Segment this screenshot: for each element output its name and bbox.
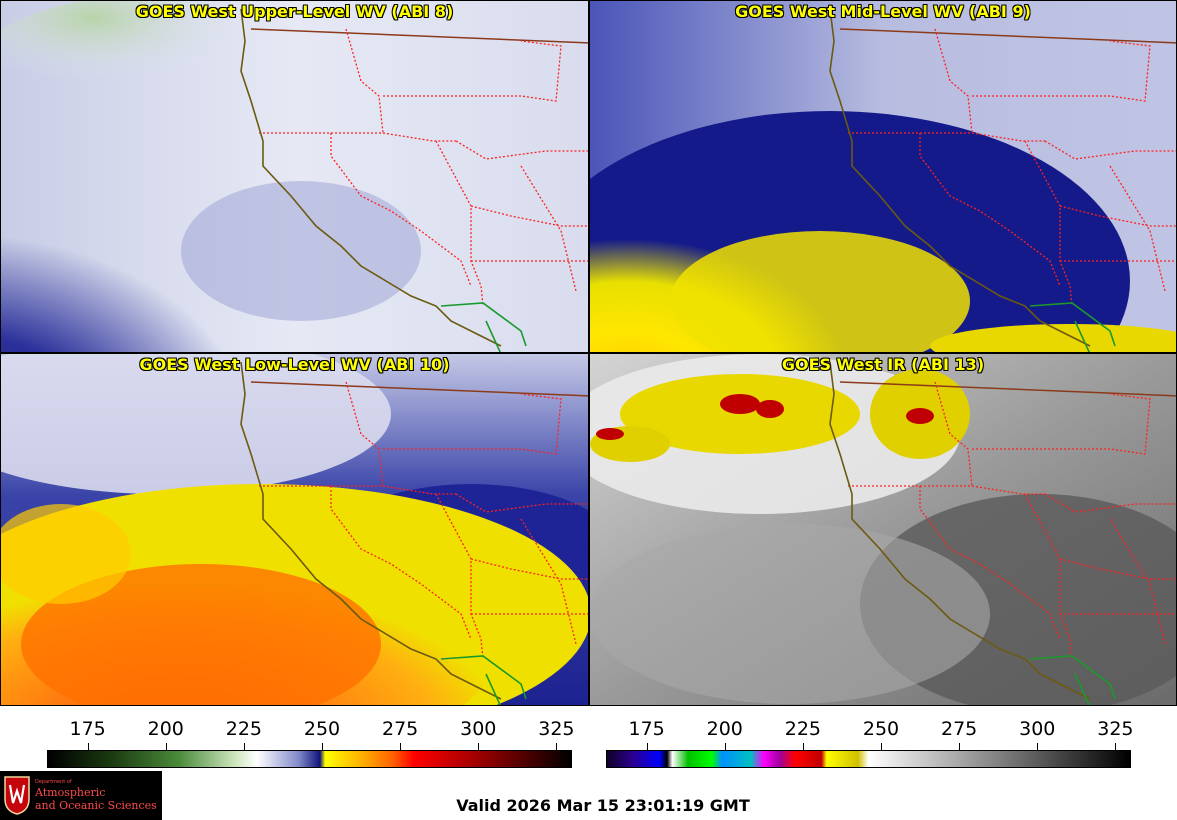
tick-label: 200 (706, 718, 743, 740)
tick-mark (165, 743, 167, 750)
intl-border-line (839, 28, 1176, 44)
coastline (829, 361, 1091, 700)
mid-level-wv-panel: GOES West Mid-Level WV (ABI 9) (589, 0, 1177, 353)
mexico-coastline (440, 302, 527, 352)
tick-label: 300 (1019, 718, 1056, 740)
tick-mark (400, 743, 402, 750)
tick-mark (802, 743, 804, 750)
panel-title: GOES West Low-Level WV (ABI 10) (139, 355, 450, 374)
state-border-line (520, 518, 577, 645)
ir-panel: GOES West IR (ABI 13) (589, 353, 1177, 706)
state-border-line (1109, 518, 1166, 645)
tick-mark (87, 743, 89, 750)
state-border-line (919, 486, 1061, 640)
tick-mark (724, 743, 726, 750)
coastline (240, 8, 502, 347)
state-border-line (1044, 140, 1176, 160)
tick-mark (1115, 743, 1117, 750)
tick-label: 175 (628, 718, 665, 740)
tick-label: 225 (225, 718, 263, 740)
tick-mark (478, 743, 480, 750)
mexico-coastline (1029, 655, 1116, 705)
state-border-line (259, 132, 456, 142)
map-overlay (240, 361, 588, 705)
state-border-line (848, 485, 1045, 495)
map-overlay (829, 8, 1176, 352)
state-border-line (972, 40, 1151, 102)
state-border-line (848, 132, 1045, 142)
ir-colorbar (606, 750, 1131, 768)
intl-border-line (839, 381, 1176, 397)
state-border-line (934, 28, 973, 134)
low-level-wv-map (1, 354, 588, 705)
state-border-line (383, 393, 562, 455)
mid-level-wv-map (590, 1, 1176, 352)
state-border-line (934, 381, 973, 487)
low-level-wv-panel: GOES West Low-Level WV (ABI 10) (0, 353, 589, 706)
state-border-line (1059, 205, 1176, 227)
tick-label: 275 (381, 718, 419, 740)
tick-label: 275 (940, 718, 978, 740)
panel-title: GOES West IR (ABI 13) (781, 355, 985, 374)
state-border-line (1109, 165, 1166, 292)
tick-label: 250 (303, 718, 341, 740)
state-border-line (330, 133, 472, 287)
tick-mark (881, 743, 882, 750)
tick-label: 175 (69, 718, 106, 740)
state-border-line (470, 205, 588, 227)
tick-label: 300 (460, 718, 497, 740)
ir-map (590, 354, 1176, 705)
logo-dept-text: Department of (35, 779, 72, 785)
state-border-line (972, 393, 1151, 455)
state-border-line (1044, 493, 1176, 513)
state-border-line (520, 165, 577, 292)
state-border-line (470, 558, 588, 580)
tick-label: 225 (784, 718, 822, 740)
tick-mark (646, 743, 648, 750)
valid-time: Valid 2026 Mar 15 23:01:19 GMT (456, 796, 750, 815)
intl-border-line (250, 28, 588, 44)
coastline (829, 8, 1091, 347)
coastline (240, 361, 502, 700)
tick-mark (959, 743, 961, 750)
tick-label: 250 (862, 718, 900, 740)
state-border-line (1059, 558, 1176, 580)
state-border-line (455, 140, 588, 160)
logo-line-1: Atmospheric (35, 786, 106, 799)
state-border-line (330, 486, 472, 640)
intl-border-line (250, 381, 588, 397)
tick-mark (556, 743, 558, 750)
aos-logo: Department of Atmospheric and Oceanic Sc… (0, 771, 162, 820)
state-border-line (345, 28, 384, 134)
tick-mark (322, 743, 323, 750)
state-border-line (383, 40, 562, 102)
upper-level-wv-map (1, 1, 588, 352)
wv-colorbar (47, 750, 572, 768)
mexico-coastline (1029, 302, 1116, 352)
tick-label: 325 (538, 718, 575, 740)
map-overlay (240, 8, 588, 352)
tick-label: 200 (147, 718, 184, 740)
state-border-line (455, 493, 588, 513)
map-overlay (829, 361, 1176, 705)
state-border-line (345, 381, 384, 487)
upper-level-wv-panel: GOES West Upper-Level WV (ABI 8) (0, 0, 589, 353)
logo-line-2: and Oceanic Sciences (35, 799, 157, 812)
mexico-coastline (440, 655, 527, 705)
panel-title: GOES West Mid-Level WV (ABI 9) (735, 2, 1031, 21)
tick-mark (1037, 743, 1039, 750)
state-border-line (919, 133, 1061, 287)
state-border-line (259, 485, 456, 495)
tick-label: 325 (1097, 718, 1134, 740)
panel-title: GOES West Upper-Level WV (ABI 8) (135, 2, 454, 21)
uw-crest-icon (4, 776, 30, 815)
tick-mark (243, 743, 245, 750)
